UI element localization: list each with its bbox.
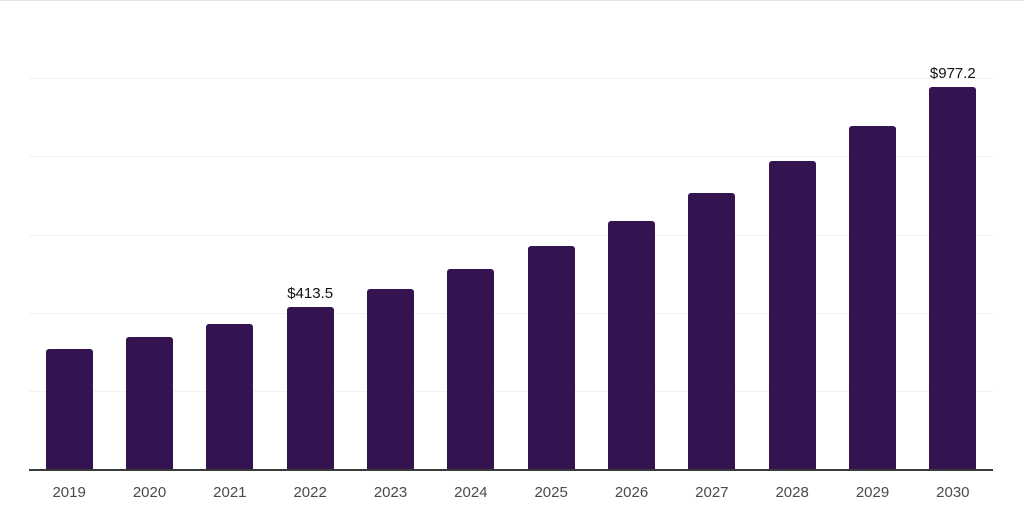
bar-2022 <box>286 307 334 469</box>
x-axis-line <box>29 469 993 471</box>
x-axis-label-2021: 2021 <box>213 484 247 501</box>
gridline <box>29 78 993 80</box>
x-axis-label-2028: 2028 <box>775 484 809 501</box>
bar-2021 <box>206 323 254 469</box>
bar-2026 <box>608 221 655 469</box>
bar-2019 <box>45 349 93 469</box>
gridline <box>29 156 993 158</box>
bar-2028 <box>768 161 816 469</box>
x-axis-label-2025: 2025 <box>534 484 568 501</box>
bar-2025 <box>527 246 575 469</box>
bar-2023 <box>367 289 414 469</box>
gridline <box>29 234 993 236</box>
bar-2024 <box>447 268 495 469</box>
x-axis-label-2029: 2029 <box>855 484 890 501</box>
x-axis-label-2022: 2022 <box>293 484 327 501</box>
x-axis-label-2023: 2023 <box>373 484 408 501</box>
x-axis-label-2026: 2026 <box>614 484 649 501</box>
x-axis-label-2027: 2027 <box>695 484 729 501</box>
bar-2027 <box>688 192 736 469</box>
gridline <box>0 0 1024 1</box>
gridline <box>29 312 993 314</box>
data-label-2030: $977.2 <box>929 65 976 83</box>
x-axis-label-2030: 2030 <box>936 484 970 501</box>
gridline <box>29 390 993 392</box>
x-axis-label-2020: 2020 <box>132 484 167 501</box>
x-axis-label-2024: 2024 <box>454 484 488 501</box>
x-axis-label-2019: 2019 <box>52 484 86 501</box>
bar-2029 <box>849 126 896 469</box>
bar-2020 <box>126 337 173 469</box>
bar-2030 <box>929 87 977 469</box>
data-label-2022: $413.5 <box>287 285 334 303</box>
